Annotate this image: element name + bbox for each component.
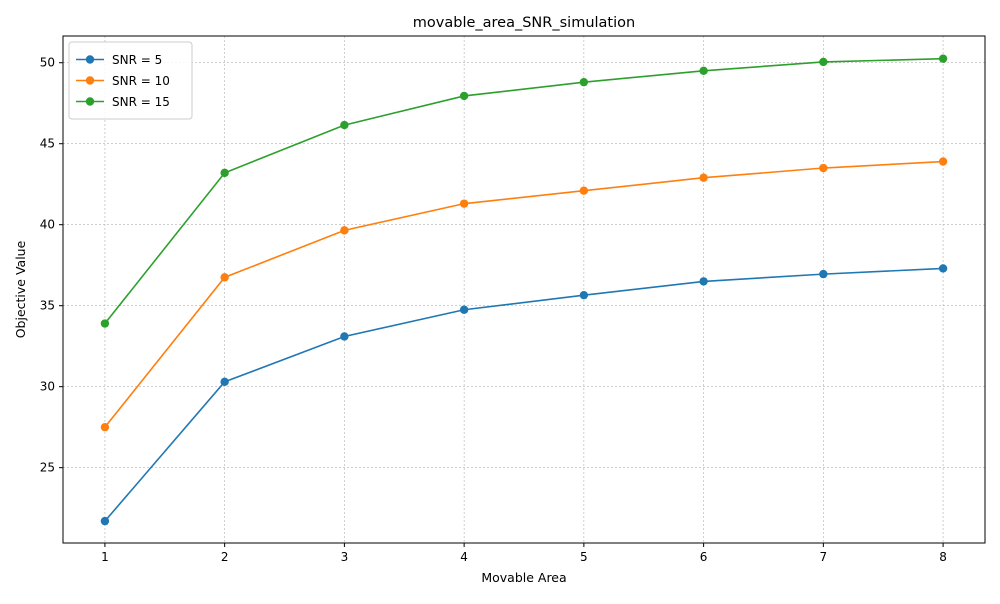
data-point: [220, 168, 229, 178]
data-point: [938, 54, 948, 63]
legend-item: SNR = 5: [76, 53, 162, 67]
legend-label: SNR = 10: [112, 74, 170, 88]
x-tick-label: 5: [580, 550, 588, 564]
y-tick-label: 35: [40, 299, 55, 313]
x-tick-label: 3: [341, 550, 349, 564]
legend-label: SNR = 15: [112, 95, 170, 109]
x-tick-label: 8: [939, 550, 947, 564]
data-point: [340, 332, 349, 341]
data-point: [459, 91, 469, 101]
series-3: [100, 54, 948, 328]
y-axis-label: Objective Value: [13, 240, 28, 338]
data-point: [579, 290, 589, 300]
data-point: [699, 173, 708, 182]
grid-lines: [63, 36, 985, 543]
x-tick-label: 6: [700, 550, 708, 564]
data-point: [819, 57, 828, 67]
data-point: [340, 120, 349, 130]
y-tick-label: 30: [40, 380, 55, 394]
legend-marker: [85, 76, 95, 85]
y-tick-label: 45: [40, 137, 55, 151]
legend-item: SNR = 15: [76, 95, 170, 109]
series-layer: [100, 54, 948, 526]
data-point: [100, 422, 110, 432]
series-line: [104, 160, 944, 428]
x-tick-label: 4: [460, 550, 468, 564]
data-point: [819, 269, 828, 279]
series-1: [100, 264, 948, 526]
legend-marker: [85, 55, 95, 64]
y-tick-label: 25: [40, 461, 55, 475]
data-point: [459, 305, 469, 314]
data-point: [100, 516, 110, 526]
data-point: [938, 157, 948, 166]
x-tick-label: 1: [101, 550, 109, 564]
legend-item: SNR = 10: [76, 74, 170, 88]
data-point: [819, 163, 828, 173]
data-point: [340, 226, 349, 235]
x-axis-label: Movable Area: [481, 570, 566, 585]
data-point: [459, 199, 469, 208]
x-tick-label: 7: [820, 550, 828, 564]
legend-marker: [85, 97, 95, 106]
legend: SNR = 5 SNR = 10 SNR = 15: [68, 41, 193, 120]
series-line: [104, 267, 944, 522]
y-tick-label: 40: [40, 218, 55, 232]
legend-label: SNR = 5: [112, 53, 162, 67]
data-point: [220, 377, 229, 387]
data-point: [220, 273, 229, 282]
data-point: [938, 264, 948, 273]
y-tick-label: 50: [40, 56, 55, 70]
data-point: [579, 77, 589, 87]
series-line: [104, 57, 944, 325]
data-point: [579, 186, 589, 195]
x-tick-label: 2: [221, 550, 229, 564]
chart-title: movable_area_SNR_simulation: [413, 15, 635, 31]
series-2: [100, 157, 948, 432]
data-point: [699, 277, 708, 286]
data-point: [699, 66, 708, 76]
data-point: [100, 319, 110, 328]
legend-box: [68, 41, 193, 120]
plot-frame: [62, 35, 986, 544]
